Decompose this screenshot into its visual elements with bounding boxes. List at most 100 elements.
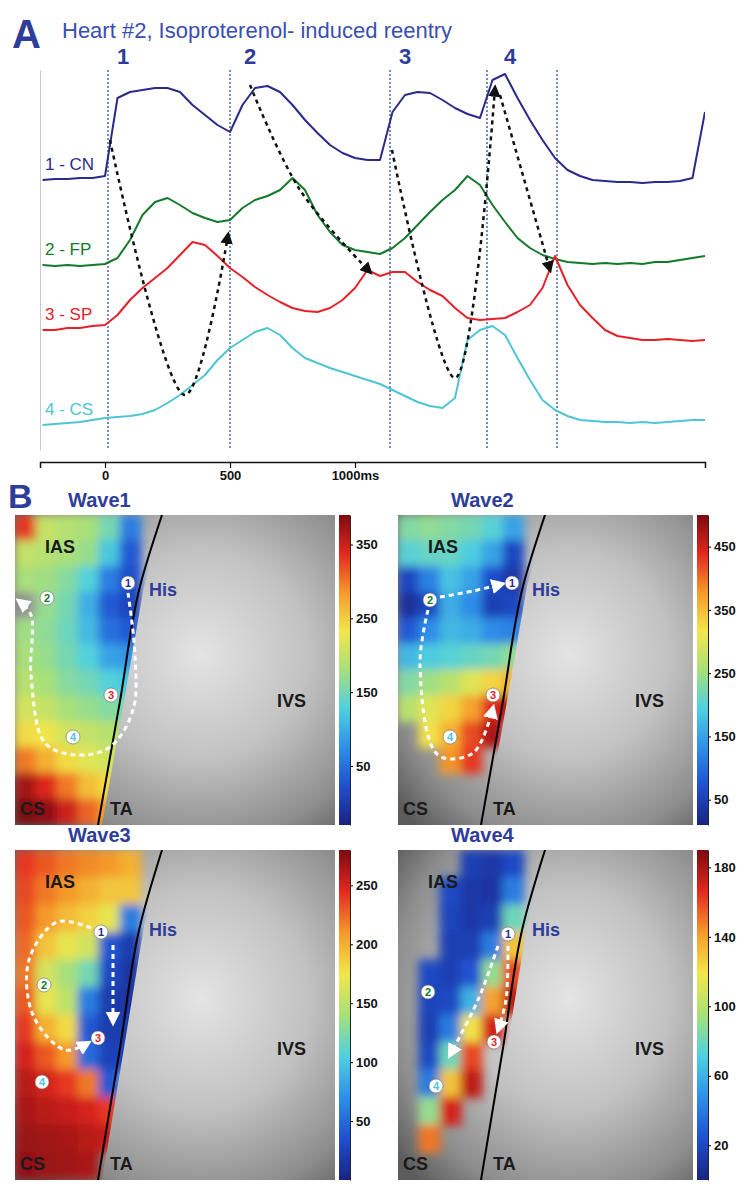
- activation-map: [15, 850, 142, 1180]
- colorbar-axis-tick: 180: [708, 860, 736, 875]
- site-marker: [501, 927, 515, 941]
- map-cell: [419, 1097, 441, 1126]
- site-label: 4: [433, 1080, 440, 1092]
- series-label: 1 - CN: [45, 155, 94, 174]
- activation-arrow: [250, 85, 370, 272]
- map-cell: [78, 877, 100, 906]
- map-cell: [461, 1070, 483, 1099]
- annulus-line: [98, 515, 162, 825]
- colorbar-axis-line: [350, 851, 351, 1181]
- map-cell: [36, 1070, 58, 1099]
- map-cell: [482, 644, 504, 671]
- map-cell: [99, 592, 121, 619]
- colorbar-axis-line: [350, 516, 351, 826]
- x-axis-tick: 1000ms: [332, 462, 380, 483]
- colorbar: [339, 515, 350, 825]
- map-cell: [15, 773, 37, 800]
- activation-map: [15, 515, 142, 825]
- colorbar-axis-tick-label: 150: [356, 685, 378, 700]
- series-label: 3 - SP: [45, 305, 92, 324]
- map-cell: [503, 644, 525, 671]
- site-marker: [37, 978, 51, 992]
- map-cell: [99, 540, 121, 567]
- map-cell: [36, 1042, 58, 1071]
- map-cell: [461, 618, 483, 645]
- anatomy-label: TA: [110, 799, 133, 819]
- map-cell: [461, 932, 483, 961]
- colorbar-axis-tick: 50: [708, 792, 728, 807]
- colorbar: [697, 850, 708, 1180]
- anatomy-label: IAS: [45, 537, 75, 557]
- colorbar-axis-tick-label: 200: [356, 937, 378, 952]
- anatomy-label: His: [149, 920, 177, 940]
- colorbar-axis-tick-label: 150: [714, 729, 736, 744]
- colorbar-axis-tick: 20: [708, 1138, 728, 1153]
- colorbar-axis-tick: 50: [350, 1114, 370, 1129]
- anatomy-label: TA: [493, 799, 516, 819]
- colorbar-axis: 2060100140180: [708, 851, 736, 1181]
- map-cell: [398, 566, 420, 593]
- anatomy-label: IVS: [277, 1039, 306, 1059]
- series-label: 2 - FP: [45, 240, 91, 259]
- map-cell: [78, 1125, 100, 1154]
- map-cell: [461, 905, 483, 934]
- map-cell: [419, 1042, 441, 1071]
- colorbar-axis: 50150250350450: [708, 516, 736, 826]
- anatomy-label: CS: [20, 799, 45, 819]
- map-cell: [120, 905, 142, 934]
- x-axis-line: [41, 463, 706, 469]
- map-cell: [419, 1015, 441, 1044]
- map-cell: [440, 932, 462, 961]
- map-cell: [482, 850, 504, 878]
- map-cell: [120, 877, 142, 906]
- map-cell: [78, 618, 100, 645]
- map-cell: [99, 618, 121, 645]
- anatomy-label: His: [149, 580, 177, 600]
- map-cell: [482, 592, 504, 619]
- map-cell: [36, 670, 58, 697]
- colorbar-axis-tick-label: 60: [714, 1068, 728, 1083]
- activation-arrow: [500, 95, 550, 270]
- map-cell: [440, 905, 462, 934]
- map-panel: BWave1IASHisIVSCSTA123450150250350: [8, 477, 378, 826]
- map-cell: [78, 773, 100, 800]
- map-cell: [461, 877, 483, 906]
- map-cell: [461, 987, 483, 1016]
- anatomy-label: IAS: [428, 872, 458, 892]
- map-cell: [15, 877, 37, 906]
- beat-label: 1: [117, 44, 129, 69]
- map-cell: [440, 987, 462, 1016]
- x-axis-tick: 500: [220, 462, 242, 483]
- map-cell: [99, 721, 121, 748]
- propagation-arrow: [19, 593, 136, 755]
- map-cell: [419, 721, 441, 748]
- map-cell: [120, 566, 142, 593]
- map-cell: [440, 644, 462, 671]
- map-cell: [482, 987, 504, 1016]
- annulus-line: [481, 850, 545, 1180]
- map-cell: [57, 932, 79, 961]
- anatomy-label: TA: [493, 1154, 516, 1174]
- site-marker: [94, 925, 108, 939]
- activation-arrow: [110, 140, 228, 395]
- map-cell: [57, 960, 79, 989]
- site-label: 1: [509, 577, 515, 589]
- map-cell: [57, 773, 79, 800]
- map-cell: [120, 850, 142, 878]
- map-cell: [57, 670, 79, 697]
- map-cell: [440, 618, 462, 645]
- colorbar-axis-tick-label: 250: [714, 666, 736, 681]
- propagation-arrow: [450, 946, 498, 1055]
- y-axis-line: [40, 71, 41, 451]
- map-title: Wave2: [451, 489, 514, 511]
- map-cell: [482, 515, 504, 541]
- map-cell: [15, 1125, 37, 1154]
- map-cell: [78, 1070, 100, 1099]
- colorbar-axis-tick-label: 450: [714, 539, 736, 554]
- site-label: 2: [425, 986, 431, 998]
- colorbar-axis-tick: 50: [350, 759, 370, 774]
- map-cell: [419, 566, 441, 593]
- map-cell: [461, 592, 483, 619]
- map-cell: [398, 695, 420, 722]
- propagation-arrow: [498, 946, 508, 1030]
